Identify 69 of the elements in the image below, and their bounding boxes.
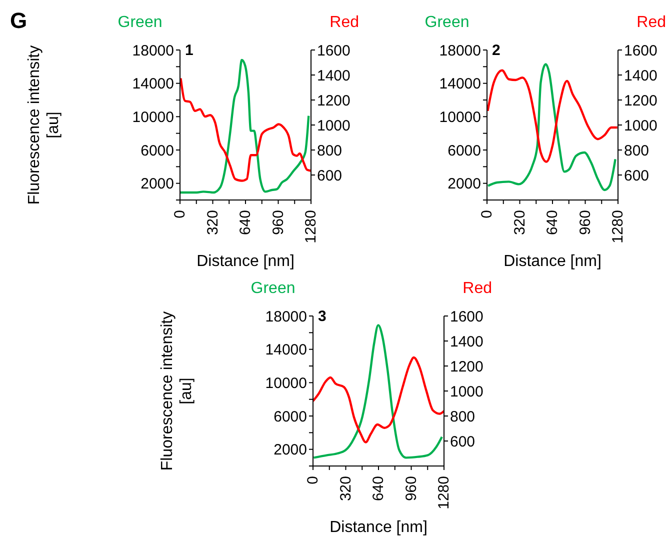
text: Green <box>424 14 470 32</box>
y-axis-title: Fluorescence intensity [au] <box>25 44 63 207</box>
y-tick-label: 14000 <box>439 76 481 93</box>
y-tick-label: 18000 <box>265 308 307 326</box>
y2-tick-label: 1400 <box>450 333 484 350</box>
y2-tick-label: 1400 <box>624 67 658 84</box>
text: Green <box>250 280 296 298</box>
y2-tick-label: 1200 <box>317 92 350 110</box>
chart-title: 2 <box>492 42 500 59</box>
y2-tick-label: 1600 <box>317 42 350 60</box>
y-axis-title: Fluorescence intensity [au] <box>158 310 196 473</box>
y2-tick-label: 600 <box>317 167 342 184</box>
x-axis-title: Distance [nm] <box>504 253 602 270</box>
x-axis-title: Distance [nm] <box>196 253 294 270</box>
y2-tick-label: 800 <box>317 142 342 160</box>
text: Red <box>330 14 359 32</box>
y2-tick-label: 1000 <box>450 383 484 400</box>
x-tick-label: 960 <box>576 210 594 236</box>
x-tick-label: 0 <box>478 210 496 218</box>
y2-tick-label: 1200 <box>450 358 484 376</box>
y-tick-label: 14000 <box>132 76 174 93</box>
y2-tick-label: 1000 <box>317 117 350 134</box>
y2-tick-label: 800 <box>624 142 650 160</box>
text: Red <box>462 280 492 298</box>
y2-tick-label: 1200 <box>624 92 658 110</box>
y-tick-label: 2000 <box>448 176 481 193</box>
y2-tick-label: 1400 <box>317 67 350 84</box>
x-tick-label: 960 <box>402 476 420 502</box>
x-tick-label: 1280 <box>436 476 452 510</box>
y2-tick-label: 600 <box>624 167 650 184</box>
y2-tick-label: 1000 <box>624 117 658 134</box>
y2-tick-label: 1600 <box>450 308 484 326</box>
y-tick-label: 6000 <box>140 142 174 160</box>
y2-tick-label: 800 <box>450 408 476 426</box>
x-tick-label: 0 <box>172 210 188 218</box>
x-tick-label: 640 <box>544 210 561 236</box>
x-tick-label: 640 <box>237 210 254 236</box>
chart-title: 1 <box>185 42 194 59</box>
text: Red <box>636 14 666 32</box>
line-series <box>487 63 616 192</box>
x-tick-label: 1280 <box>302 210 320 244</box>
y-tick-label: 10000 <box>439 108 481 126</box>
line-series <box>487 69 618 163</box>
y-tick-label: 10000 <box>132 108 174 126</box>
x-tick-label: 320 <box>204 210 222 236</box>
y-tick-label: 6000 <box>448 142 481 160</box>
x-tick-label: 320 <box>511 210 528 236</box>
y2-tick-label: 600 <box>450 433 476 450</box>
x-tick-label: 1280 <box>610 210 626 244</box>
x-tick-label: 320 <box>337 476 354 502</box>
x-tick-label: 960 <box>270 210 287 236</box>
text: G <box>10 8 28 34</box>
text: Green <box>116 14 164 32</box>
chart-title: 3 <box>318 308 326 325</box>
x-tick-label: 640 <box>370 476 387 502</box>
x-tick-label: 0 <box>304 476 322 484</box>
y-tick-label: 14000 <box>265 342 307 359</box>
y-tick-label: 6000 <box>274 408 307 426</box>
y2-tick-label: 1600 <box>624 42 658 60</box>
line-series <box>180 58 310 194</box>
y-tick-label: 2000 <box>140 176 174 193</box>
y-tick-label: 10000 <box>265 374 307 392</box>
line-series <box>313 356 444 444</box>
line-series <box>313 324 444 459</box>
y-tick-label: 2000 <box>274 442 307 459</box>
line-series <box>180 77 311 182</box>
y-tick-label: 18000 <box>439 42 481 60</box>
x-axis-title: Distance [nm] <box>330 519 428 536</box>
y-tick-label: 18000 <box>132 42 174 60</box>
